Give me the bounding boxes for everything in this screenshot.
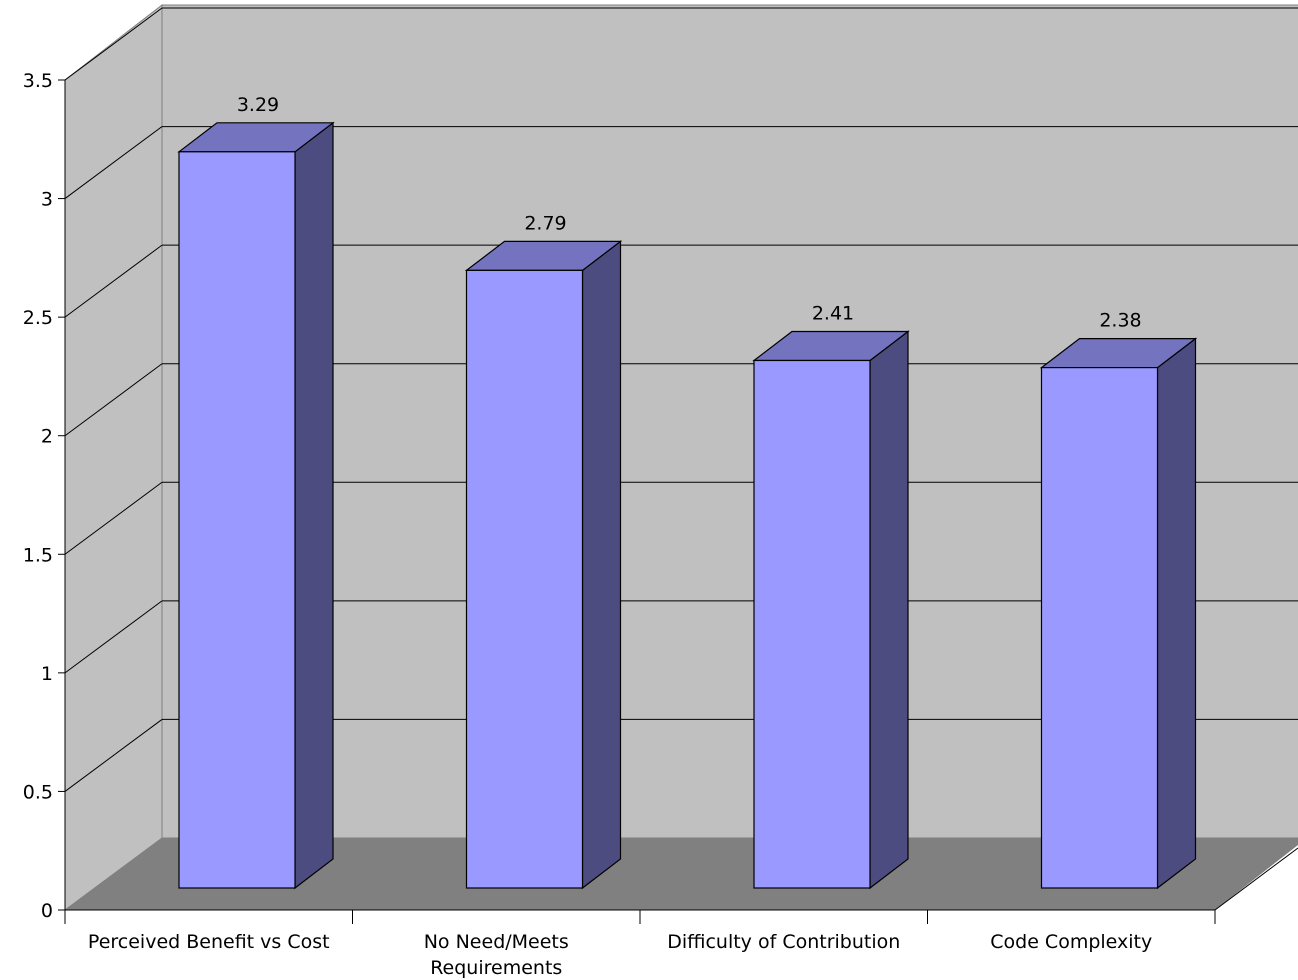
side-wall bbox=[64, 3, 163, 911]
x-axis-depth-line bbox=[1214, 847, 1298, 911]
x-tick-label: Code Complexity bbox=[990, 931, 1152, 953]
x-tick-label: Requirements bbox=[430, 957, 562, 979]
bar-side bbox=[869, 330, 909, 890]
bar-group bbox=[177, 121, 335, 890]
bar bbox=[465, 269, 584, 889]
y-tick-label: 2 bbox=[41, 426, 53, 448]
gridline-side bbox=[64, 719, 163, 792]
bars bbox=[177, 121, 1198, 890]
gridline-side bbox=[64, 244, 163, 318]
bar-group bbox=[752, 330, 910, 890]
data-label: 2.79 bbox=[524, 212, 566, 234]
labels: 3.29 2.79 2.41 2.38 0 0.5 1 1.5 2 2.5 3 3.5 Perceive… bbox=[23, 70, 1152, 979]
bar bbox=[178, 151, 296, 889]
y-tick-label: 1.5 bbox=[23, 544, 53, 566]
bar bbox=[753, 359, 871, 889]
x-tick-label: Difficulty of Contribution bbox=[667, 931, 900, 953]
y-tick-label: 3.5 bbox=[23, 70, 53, 92]
gridline-side bbox=[64, 481, 163, 555]
bar-side bbox=[581, 240, 622, 890]
bar-side bbox=[294, 121, 334, 890]
bar-group bbox=[1039, 337, 1198, 890]
data-label: 2.38 bbox=[1099, 310, 1141, 332]
y-tick-label: 3 bbox=[41, 189, 53, 211]
bar bbox=[1040, 367, 1159, 889]
floor bbox=[65, 838, 1298, 910]
gridline-side bbox=[64, 363, 163, 437]
bar-side bbox=[1156, 337, 1197, 890]
y-tick-label: 0.5 bbox=[23, 781, 53, 803]
axes bbox=[58, 79, 1298, 924]
y-tick-label: 0 bbox=[41, 900, 53, 922]
gridline-side bbox=[64, 600, 163, 674]
y-tick-label: 1 bbox=[41, 663, 53, 685]
data-label: 3.29 bbox=[237, 94, 279, 116]
y-tick-label: 2.5 bbox=[23, 307, 53, 329]
x-tick-label: No Need/Meets bbox=[424, 931, 569, 953]
gridline-side bbox=[64, 126, 163, 199]
data-label: 2.41 bbox=[812, 302, 854, 324]
gridline-side bbox=[64, 7, 163, 81]
bar-group bbox=[464, 240, 623, 890]
x-tick-label: Perceived Benefit vs Cost bbox=[88, 931, 330, 953]
